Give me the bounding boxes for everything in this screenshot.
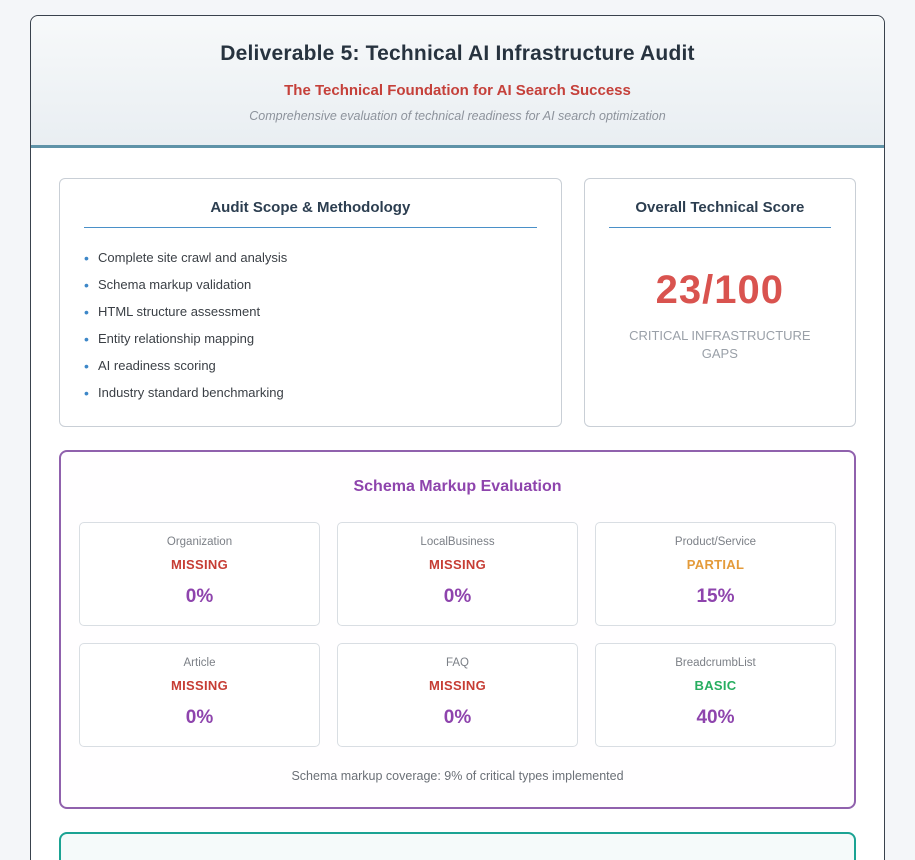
schema-tile-organization: Organization MISSING 0% (79, 522, 320, 626)
schema-coverage-value: 0% (443, 707, 472, 728)
list-item: HTML structure assessment (84, 298, 537, 325)
schema-tile-grid: Organization MISSING 0% LocalBusiness MI… (79, 522, 836, 747)
schema-status-badge: BASIC (694, 678, 737, 693)
overall-score-card: Overall Technical Score 23/100 CRITICAL … (583, 178, 856, 427)
list-item: AI readiness scoring (84, 352, 537, 379)
audit-scope-list: Complete site crawl and analysis Schema … (80, 242, 541, 408)
schema-tile-product-service: Product/Service PARTIAL 15% (595, 522, 836, 626)
schema-type-label: Organization (166, 536, 233, 548)
list-item: Entity relationship mapping (84, 325, 537, 352)
list-item: Complete site crawl and analysis (84, 244, 537, 271)
schema-type-label: FAQ (445, 657, 469, 669)
schema-tile-breadcrumblist: BreadcrumbList BASIC 40% (595, 643, 836, 747)
top-row: Audit Scope & Methodology Complete site … (59, 178, 856, 427)
schema-status-badge: MISSING (429, 678, 486, 693)
schema-tile-faq: FAQ MISSING 0% (337, 643, 578, 747)
schema-type-label: BreadcrumbList (675, 657, 756, 669)
page-subtitle: The Technical Foundation for AI Search S… (284, 82, 631, 99)
schema-status-badge: MISSING (171, 678, 228, 693)
schema-evaluation-title: Schema Markup Evaluation (353, 478, 562, 495)
list-item: Schema markup validation (84, 271, 537, 298)
schema-type-label: Product/Service (674, 536, 757, 548)
schema-tile-localbusiness: LocalBusiness MISSING 0% (337, 522, 578, 626)
report-content: Audit Scope & Methodology Complete site … (31, 148, 884, 860)
schema-evaluation-section: Schema Markup Evaluation Organization MI… (59, 450, 856, 809)
score-status-label: CRITICAL INFRASTRUCTURE GAPS (629, 328, 811, 362)
schema-status-badge: PARTIAL (686, 557, 745, 572)
schema-status-badge: MISSING (171, 557, 228, 572)
audit-scope-title: Audit Scope & Methodology (84, 199, 537, 228)
schema-coverage-value: 40% (696, 707, 735, 728)
schema-status-badge: MISSING (429, 557, 486, 572)
score-value: 23/100 (655, 268, 784, 312)
list-item: Industry standard benchmarking (84, 379, 537, 406)
schema-type-label: Article (183, 657, 216, 669)
overall-score-title: Overall Technical Score (608, 199, 831, 228)
report-header: Deliverable 5: Technical AI Infrastructu… (31, 16, 884, 148)
page-tagline: Comprehensive evaluation of technical re… (249, 109, 666, 123)
schema-coverage-value: 0% (185, 586, 214, 607)
report-container: Deliverable 5: Technical AI Infrastructu… (30, 15, 885, 860)
schema-coverage-value: 15% (696, 586, 735, 607)
page-title: Deliverable 5: Technical AI Infrastructu… (220, 42, 695, 65)
schema-coverage-note: Schema markup coverage: 9% of critical t… (291, 769, 624, 783)
schema-tile-article: Article MISSING 0% (79, 643, 320, 747)
schema-coverage-value: 0% (443, 586, 472, 607)
schema-type-label: LocalBusiness (420, 536, 495, 548)
site-architecture-section: Site Architecture AI-Readiness Assessmen… (59, 832, 856, 860)
audit-scope-card: Audit Scope & Methodology Complete site … (59, 178, 562, 427)
schema-coverage-value: 0% (185, 707, 214, 728)
